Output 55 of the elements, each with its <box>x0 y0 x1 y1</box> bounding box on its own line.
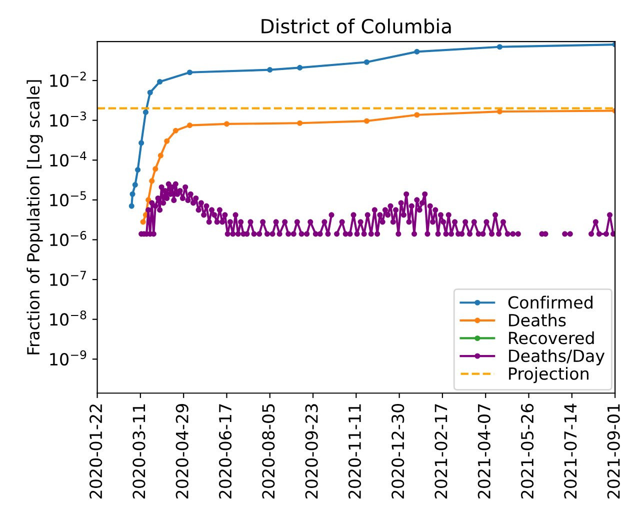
point <box>164 138 170 144</box>
point <box>135 167 141 173</box>
y-tick-label: 10$^{−3}$ <box>50 111 86 127</box>
point <box>297 120 303 126</box>
legend-label: Projection <box>509 366 588 384</box>
x-tick-label: 2021-02-17 <box>434 404 448 498</box>
x-tick-label: 2021-04-07 <box>478 404 490 498</box>
point <box>172 128 178 134</box>
point <box>149 178 155 184</box>
point <box>186 122 193 128</box>
point <box>132 182 138 188</box>
point <box>297 64 303 70</box>
point <box>146 197 152 203</box>
point <box>140 219 146 225</box>
point <box>267 67 273 73</box>
x-tick-label: 2020-06-17 <box>218 404 232 498</box>
x-tick-label: 2020-04-29 <box>176 404 188 498</box>
y-axis-title: Fraction of Population [Log scale] <box>26 80 43 354</box>
point <box>142 109 148 115</box>
x-tick-label: 2020-03-11 <box>132 404 146 498</box>
point <box>186 70 193 76</box>
point <box>414 48 420 54</box>
point <box>128 203 134 209</box>
legend-label: Confirmed <box>508 296 592 309</box>
x-tick-label: 2020-09-23 <box>305 404 318 498</box>
point <box>496 44 502 50</box>
x-tick-label: 2021-09-01 <box>607 404 620 498</box>
legend-label: Recovered <box>509 331 594 344</box>
point <box>224 121 230 127</box>
point <box>496 108 502 114</box>
point <box>152 166 158 172</box>
y-tick-label: 10$^{−6}$ <box>50 230 86 246</box>
x-tick-label: 2020-11-11 <box>348 404 361 498</box>
x-tick-label: 2020-12-30 <box>392 404 404 498</box>
x-tick-label: 2021-07-14 <box>564 404 577 498</box>
x-tick-label: 2020-01-22 <box>90 404 102 498</box>
y-tick-label: 10$^{−4}$ <box>50 151 86 167</box>
y-tick-label: 10$^{−9}$ <box>50 350 86 366</box>
y-tick-label: 10$^{−5}$ <box>50 191 86 206</box>
point <box>147 90 153 96</box>
legend-label: Deaths/Day <box>509 349 605 366</box>
y-tick-label: 10$^{−7}$ <box>50 270 86 286</box>
legend-label: Deaths <box>509 314 566 326</box>
point <box>364 118 370 124</box>
x-tick-label: 2020-08-05 <box>262 404 275 498</box>
point <box>138 140 144 146</box>
y-tick-label: 10$^{−2}$ <box>50 72 86 87</box>
point <box>130 191 136 197</box>
point <box>158 152 164 158</box>
chart-title: District of Columbia <box>262 18 451 34</box>
y-tick-label: 10$^{−8}$ <box>50 310 86 326</box>
point <box>157 78 163 85</box>
point <box>364 59 370 65</box>
point <box>414 112 420 118</box>
x-tick-label: 2021-05-26 <box>520 404 534 498</box>
